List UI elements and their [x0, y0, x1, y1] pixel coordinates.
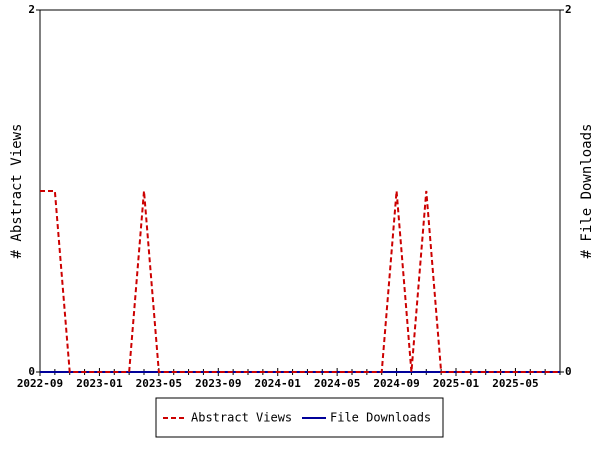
x-tick-label: 2025-01: [433, 377, 480, 390]
y-axis-title: # Abstract Views: [9, 124, 25, 259]
legend-text: Abstract Views: [191, 411, 292, 425]
x-tick-label: 2023-09: [195, 377, 241, 390]
y2-tick-label: 0: [565, 365, 572, 378]
legend-box: [155, 397, 444, 438]
y2-tick-label: 2: [565, 3, 572, 16]
x-tick-label: 2025-05: [492, 377, 538, 390]
x-tick-label: 2023-01: [76, 377, 123, 390]
x-tick-label: 2022-09: [17, 377, 63, 390]
series-line: [40, 190, 560, 373]
x-tick-label: 2024-05: [314, 377, 360, 390]
y-tick-label: 2: [28, 3, 35, 16]
x-tick-label: 2024-09: [373, 377, 419, 390]
legend-text: File Downloads: [330, 411, 431, 425]
y-tick-label: 0: [28, 365, 35, 378]
x-tick-label: 2023-05: [136, 377, 182, 390]
x-tick-label: 2024-01: [255, 377, 302, 390]
y2-axis-title: # File Downloads: [579, 124, 595, 259]
